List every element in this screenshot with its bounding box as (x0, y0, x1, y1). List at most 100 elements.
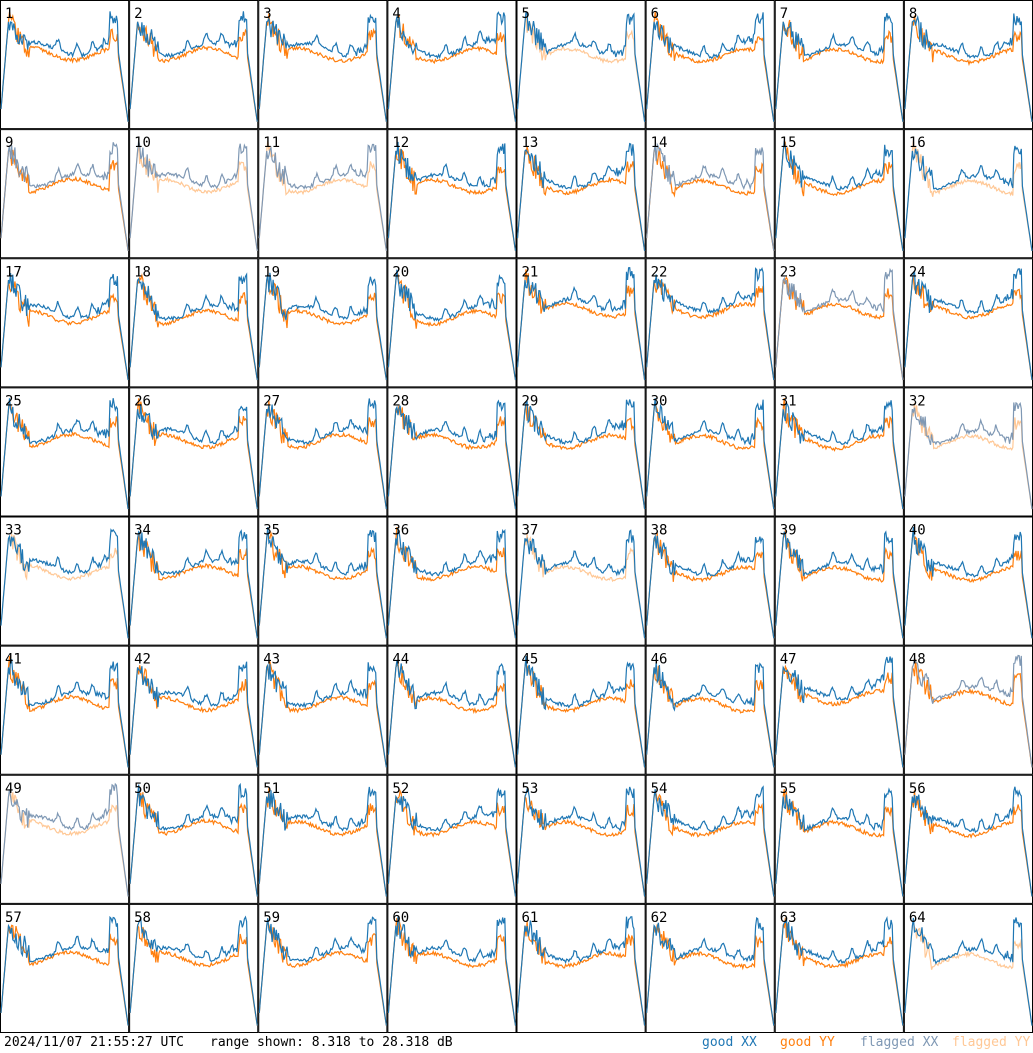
series-xx-good (904, 13, 1033, 122)
panel-31: 31 (774, 387, 904, 517)
panel-42: 42 (129, 645, 259, 775)
series-yy-good (516, 921, 646, 1026)
panel-border (387, 516, 517, 646)
series-yy-good (904, 276, 1033, 381)
panel-label: 36 (392, 523, 409, 539)
panel-border (258, 129, 388, 259)
panel-21: 21 (516, 258, 646, 388)
panel-border (774, 129, 904, 259)
series-xx-good (258, 786, 387, 897)
series-xx-good (0, 273, 129, 381)
panel-label: 19 (263, 264, 280, 280)
panel-label: 40 (909, 523, 926, 539)
panel-label: 56 (909, 781, 926, 797)
series-xx-good (129, 272, 258, 381)
panel-7: 7 (774, 0, 904, 130)
panel-label: 17 (5, 264, 22, 280)
panel-57: 57 (0, 903, 130, 1033)
series-yy-good (775, 664, 904, 768)
series-xx-good (516, 786, 646, 897)
panel-1: 1 (0, 0, 130, 130)
series-xx-flagged (0, 782, 129, 897)
panel-9: 9 (0, 129, 130, 259)
panel-border (516, 129, 646, 259)
series-yy-good (516, 269, 646, 381)
panel-39: 39 (774, 516, 904, 646)
panel-label: 33 (5, 523, 22, 539)
panel-border (774, 903, 904, 1033)
panel-border (129, 387, 259, 517)
panel-border (387, 129, 517, 259)
panel-8: 8 (903, 0, 1033, 130)
series-xx-good (387, 11, 517, 122)
panel-label: 10 (134, 135, 151, 151)
series-xx-flagged (904, 401, 1033, 510)
panel-59: 59 (258, 903, 388, 1033)
series-xx-good (387, 399, 517, 510)
series-xx-good (0, 658, 129, 768)
panel-label: 47 (780, 652, 797, 668)
panel-label: 2 (134, 6, 142, 22)
series-xx-good (646, 916, 775, 1026)
series-xx-good (129, 529, 258, 639)
panel-label: 64 (909, 910, 926, 926)
panel-border (129, 258, 259, 388)
panel-50: 50 (129, 774, 259, 904)
panel-border (516, 903, 646, 1033)
panel-20: 20 (387, 258, 517, 388)
series-yy-good (775, 917, 904, 1026)
series-xx-good (258, 916, 387, 1026)
panel-border (645, 516, 775, 646)
panel-16: 16 (903, 129, 1033, 259)
panel-label: 63 (780, 910, 797, 926)
series-yy-good (646, 792, 775, 897)
series-xx-good (129, 782, 258, 897)
series-xx-flagged (129, 140, 258, 251)
series-xx-good (646, 12, 775, 122)
series-yy-good (646, 402, 775, 510)
panel-44: 44 (387, 645, 517, 775)
panel-label: 14 (651, 135, 668, 151)
panel-53: 53 (516, 774, 646, 904)
panel-label: 15 (780, 135, 797, 151)
panel-label: 37 (522, 523, 539, 539)
series-yy-good (516, 146, 646, 251)
series-yy-good (0, 11, 129, 122)
series-yy-good (646, 11, 775, 122)
series-xx-good (258, 662, 387, 768)
panel-label: 50 (134, 781, 151, 797)
series-xx-good (387, 269, 517, 381)
series-yy-good (516, 660, 646, 768)
series-yy-good (0, 280, 129, 381)
panel-border (129, 645, 259, 775)
panel-46: 46 (645, 645, 775, 775)
series-xx-good (258, 272, 387, 381)
panel-45: 45 (516, 645, 646, 775)
panel-label: 8 (909, 6, 917, 22)
panel-border (387, 387, 517, 517)
panel-label: 28 (392, 393, 409, 409)
panel-5: 5 (516, 0, 646, 130)
panel-11: 11 (258, 129, 388, 259)
series-yy-good (129, 273, 258, 381)
series-xx-good (775, 787, 904, 897)
series-xx-flagged (775, 267, 904, 381)
series-xx-good (129, 11, 258, 122)
panel-label: 22 (651, 264, 668, 280)
panel-label: 43 (263, 652, 280, 668)
panel-label: 59 (263, 910, 280, 926)
panel-border (774, 387, 904, 517)
panel-60: 60 (387, 903, 517, 1033)
legend-good-yy: good YY (780, 1035, 835, 1050)
panel-border (129, 0, 259, 130)
panel-27: 27 (258, 387, 388, 517)
panel-23: 23 (774, 258, 904, 388)
panel-label: 26 (134, 393, 151, 409)
panel-14: 14 (645, 129, 775, 259)
panel-border (516, 516, 646, 646)
panel-55: 55 (774, 774, 904, 904)
series-xx-good (646, 398, 775, 510)
panel-54: 54 (645, 774, 775, 904)
series-yy-good (516, 794, 646, 897)
